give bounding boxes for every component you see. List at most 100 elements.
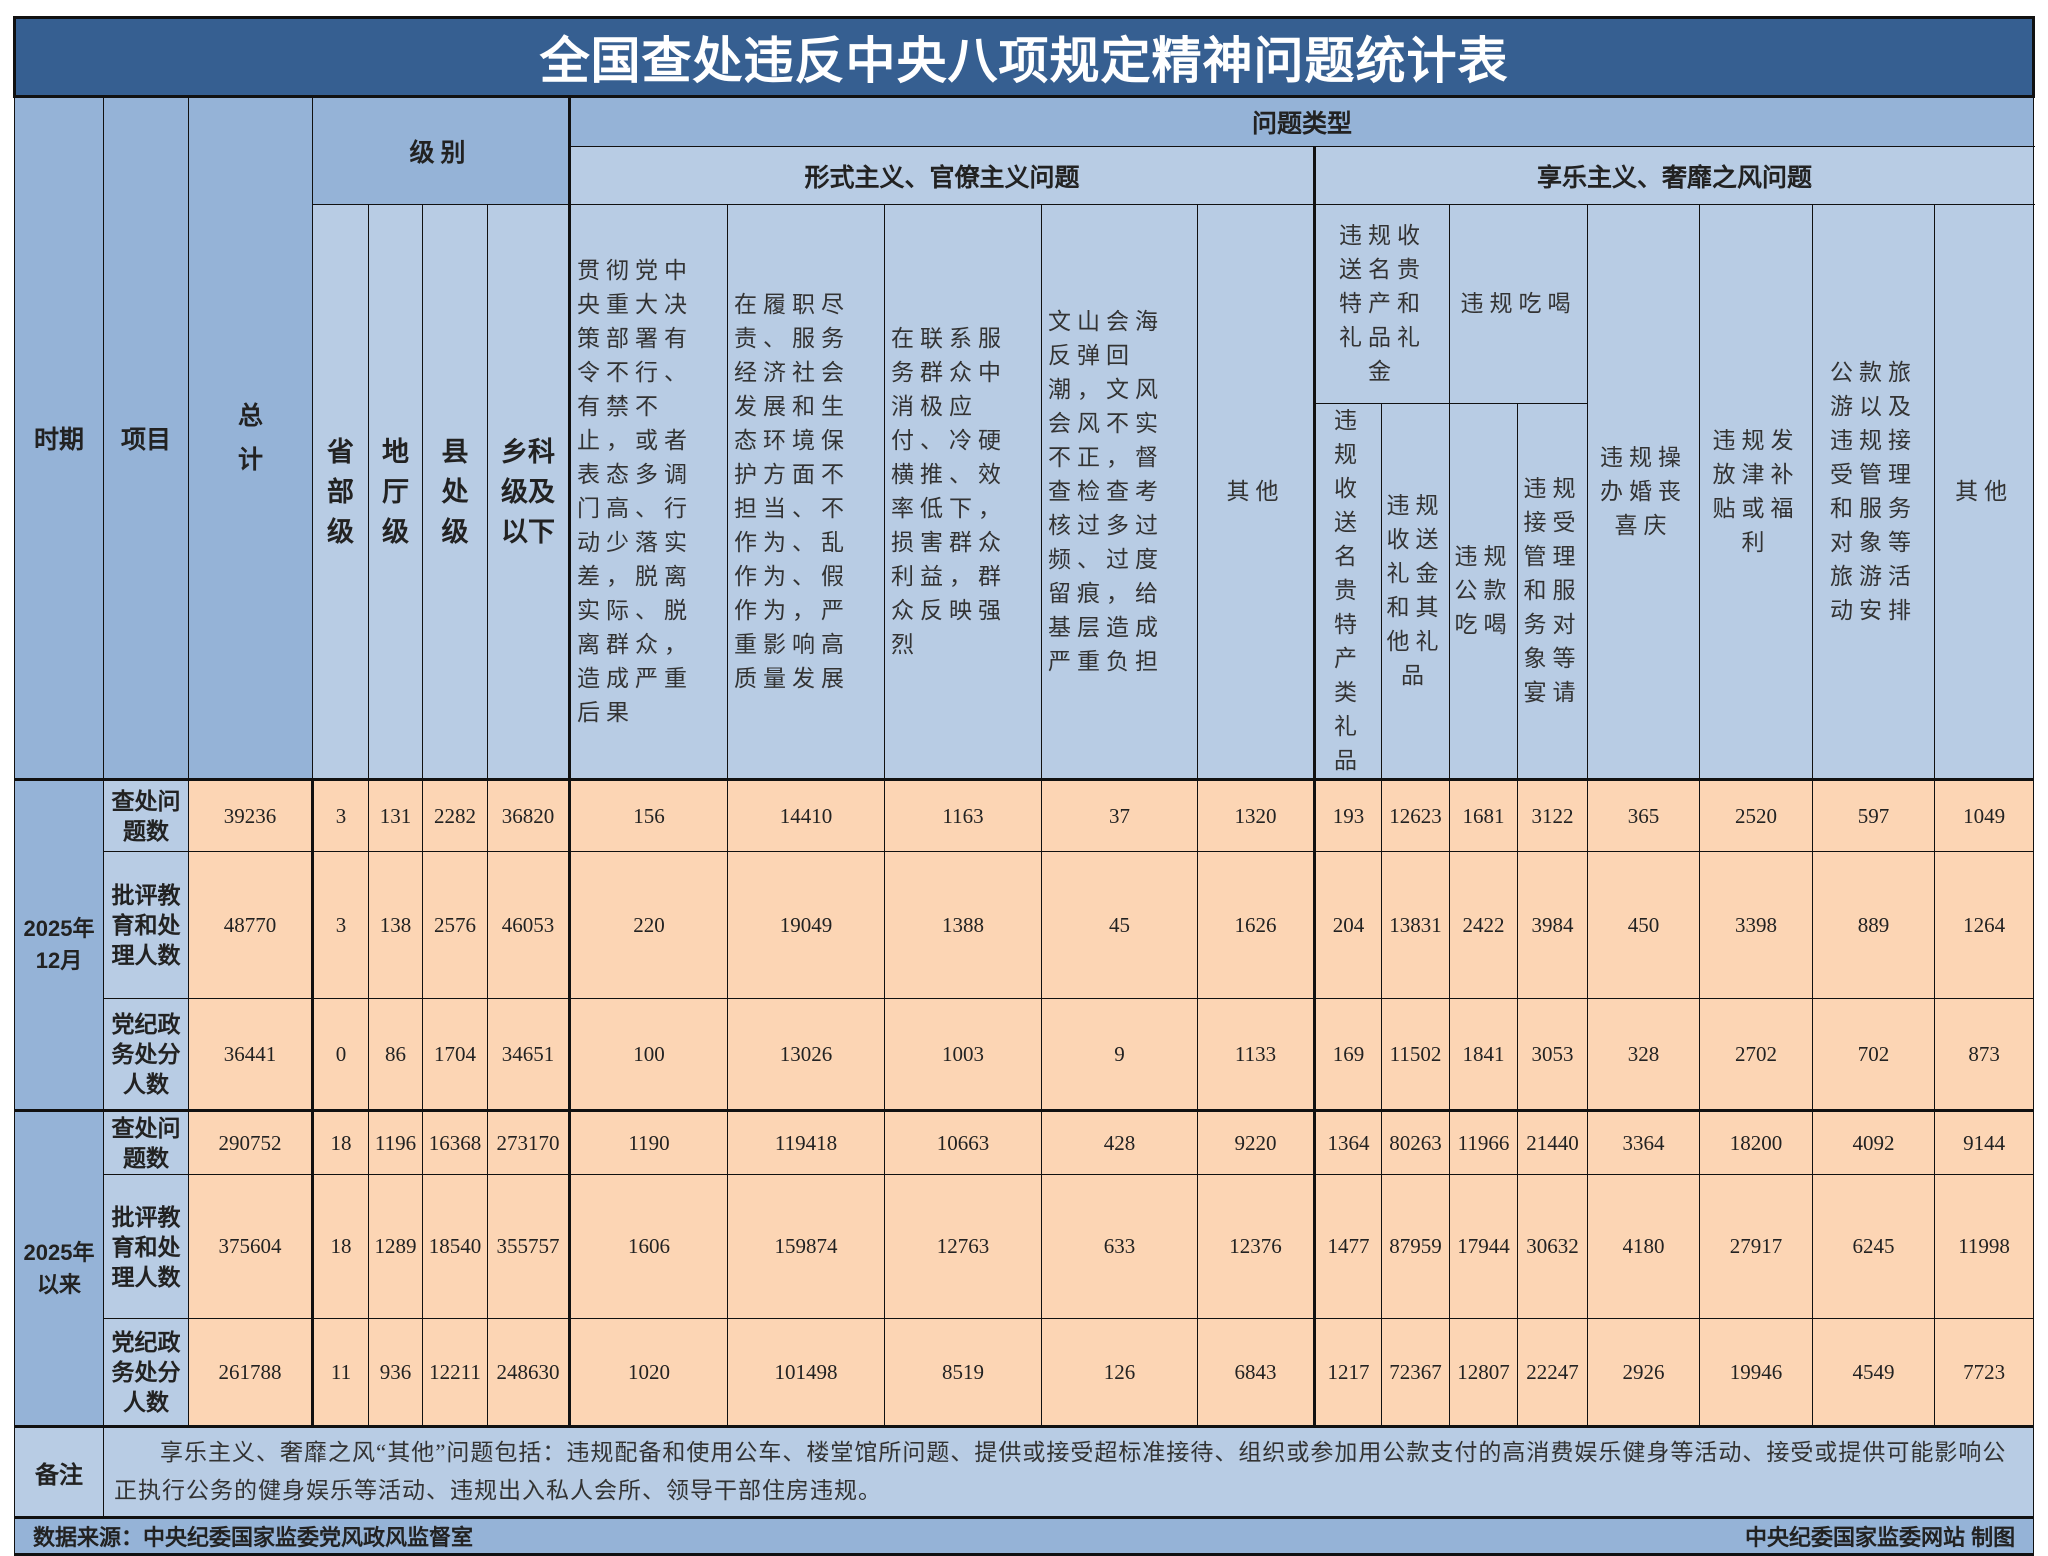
row-item-label: 查处问题数 [103, 778, 189, 852]
header-travel: 公款旅游以及违规接受管理和服务对象等旅游活动安排 [1812, 204, 1935, 780]
value-cell: 889 [1812, 851, 1935, 999]
value-cell: 72367 [1381, 1318, 1450, 1427]
value-cell: 428 [1041, 1109, 1198, 1175]
value-cell: 80263 [1381, 1109, 1450, 1175]
table-row: 2025年以来 查处问题数 290752 18 1196 16368 273170 1190 1… [14, 1109, 2035, 1427]
value-cell: 2702 [1699, 998, 1813, 1111]
value-cell: 1704 [422, 998, 488, 1111]
total-cell: 36441 [188, 998, 313, 1111]
header-hedonism-other: 其他 [1933, 204, 2035, 780]
stats-table: 全国查处违反中央八项规定精神问题统计表 时期 项目 总计 级别 问题类型 形式主… [12, 16, 2036, 1556]
header-wedding-funeral: 违规操办婚丧喜庆 [1587, 204, 1700, 780]
value-cell: 1003 [884, 998, 1042, 1111]
value-cell: 13026 [727, 998, 885, 1111]
value-cell: 597 [1812, 778, 1935, 852]
header-dining-banquet: 违规接受管理和服务对象等宴请 [1517, 403, 1588, 780]
value-cell: 119418 [727, 1109, 885, 1175]
header-total: 总计 [188, 96, 313, 780]
value-cell: 220 [568, 851, 728, 999]
table-row: 党纪政务处分人数 261788 11 936 12211 248630 1020 101498… [15, 1318, 2035, 1427]
value-cell: 6245 [1812, 1174, 1935, 1319]
value-cell: 18 [311, 1109, 369, 1175]
table-row: 批评教育和处理人数 375604 18 1289 18540 355757 1606 1598… [15, 1174, 2035, 1319]
row-item-label: 查处问题数 [103, 1109, 189, 1175]
header-formalism: 形式主义、官僚主义问题 [568, 146, 1315, 205]
value-cell: 12763 [884, 1174, 1042, 1319]
header-level-county: 县处级 [422, 204, 488, 780]
value-cell: 328 [1587, 998, 1700, 1111]
value-cell: 204 [1313, 851, 1382, 999]
value-cell: 3 [311, 851, 369, 999]
value-cell: 1388 [884, 851, 1042, 999]
value-cell: 1133 [1197, 998, 1315, 1111]
header-formalism-col-1: 贯彻党中央重大决策部署有令不行、有禁不止，或者表态多调门高、行动少落实差，脱离实… [568, 204, 728, 780]
value-cell: 21440 [1517, 1109, 1588, 1175]
header-hedonism: 享乐主义、奢靡之风问题 [1312, 146, 2035, 205]
value-cell: 159874 [727, 1174, 885, 1319]
value-cell: 273170 [487, 1109, 570, 1175]
value-cell: 355757 [487, 1174, 570, 1319]
header-formalism-col-4: 文山会海反弹回潮，文风会风不实不正，督查检查考核过多过频、过度留痕，给基层造成严… [1041, 204, 1198, 780]
table-row: 2025年12月 查处问题数 39236 3 131 2282 36820 156 14410 1… [14, 778, 2035, 1111]
value-cell: 1190 [568, 1109, 728, 1175]
total-cell: 375604 [188, 1174, 313, 1319]
value-cell: 18 [311, 1174, 369, 1319]
value-cell: 1477 [1313, 1174, 1382, 1319]
value-cell: 14410 [727, 778, 885, 852]
value-cell: 2576 [422, 851, 488, 999]
header-formalism-col-3: 在联系服务群众中消极应付、冷硬横推、效率低下，损害群众利益，群众反映强烈 [884, 204, 1042, 780]
value-cell: 17944 [1449, 1174, 1518, 1319]
value-cell: 1020 [568, 1318, 728, 1427]
header-formalism-other: 其他 [1197, 204, 1315, 780]
row-item-label: 批评教育和处理人数 [103, 1174, 189, 1319]
value-cell: 169 [1313, 998, 1382, 1111]
header-level-prefecture: 地厅级 [368, 204, 423, 780]
header-gift-specialty: 违规收送名贵特产类礼品 [1313, 403, 1382, 780]
value-cell: 8519 [884, 1318, 1042, 1427]
header-problem-type: 问题类型 [567, 96, 2035, 147]
value-cell: 13831 [1381, 851, 1450, 999]
row-item-label: 党纪政务处分人数 [103, 1318, 189, 1427]
table-row: 批评教育和处理人数 48770 3 138 2576 46053 220 19049 1388 4… [15, 851, 2035, 999]
header-period: 时期 [14, 96, 104, 780]
total-cell: 39236 [188, 778, 313, 852]
value-cell: 1217 [1313, 1318, 1382, 1427]
value-cell: 131 [368, 778, 423, 852]
value-cell: 86 [368, 998, 423, 1111]
value-cell: 1163 [884, 778, 1042, 852]
value-cell: 11502 [1381, 998, 1450, 1111]
remark-text: 享乐主义、奢靡之风“其他”问题包括：违规配备和使用公车、楼堂馆所问题、提供或接受… [102, 1425, 2035, 1518]
value-cell: 936 [368, 1318, 423, 1427]
header-item: 项目 [103, 96, 189, 780]
total-cell: 48770 [188, 851, 313, 999]
value-cell: 3 [311, 778, 369, 852]
value-cell: 2926 [1587, 1318, 1700, 1427]
value-cell: 18200 [1699, 1109, 1813, 1175]
value-cell: 1841 [1449, 998, 1518, 1111]
value-cell: 2282 [422, 778, 488, 852]
remark-label: 备注 [14, 1425, 104, 1518]
value-cell: 11998 [1933, 1174, 2035, 1319]
value-cell: 9 [1041, 998, 1198, 1111]
value-cell: 1606 [568, 1174, 728, 1319]
value-cell: 12211 [422, 1318, 488, 1427]
value-cell: 702 [1812, 998, 1935, 1111]
value-cell: 4092 [1812, 1109, 1935, 1175]
value-cell: 3122 [1517, 778, 1588, 852]
page-title: 全国查处违反中央八项规定精神问题统计表 [12, 16, 2036, 98]
value-cell: 10663 [884, 1109, 1042, 1175]
value-cell: 1264 [1933, 851, 2035, 999]
value-cell: 193 [1313, 778, 1382, 852]
value-cell: 1626 [1197, 851, 1315, 999]
header-level-township: 乡科级及以下 [487, 204, 570, 780]
header-gift-cash: 违规收送礼金和其他礼品 [1381, 403, 1450, 780]
total-cell: 290752 [188, 1109, 313, 1175]
value-cell: 1681 [1449, 778, 1518, 852]
value-cell: 9220 [1197, 1109, 1315, 1175]
value-cell: 101498 [727, 1318, 885, 1427]
footer: 数据来源：中央纪委国家监委党风政风监督室 中央纪委国家监委网站 制图 [13, 1516, 2035, 1556]
value-cell: 156 [568, 778, 728, 852]
value-cell: 126 [1041, 1318, 1198, 1427]
period-label: 2025年12月 [14, 778, 104, 1111]
value-cell: 6843 [1197, 1318, 1315, 1427]
